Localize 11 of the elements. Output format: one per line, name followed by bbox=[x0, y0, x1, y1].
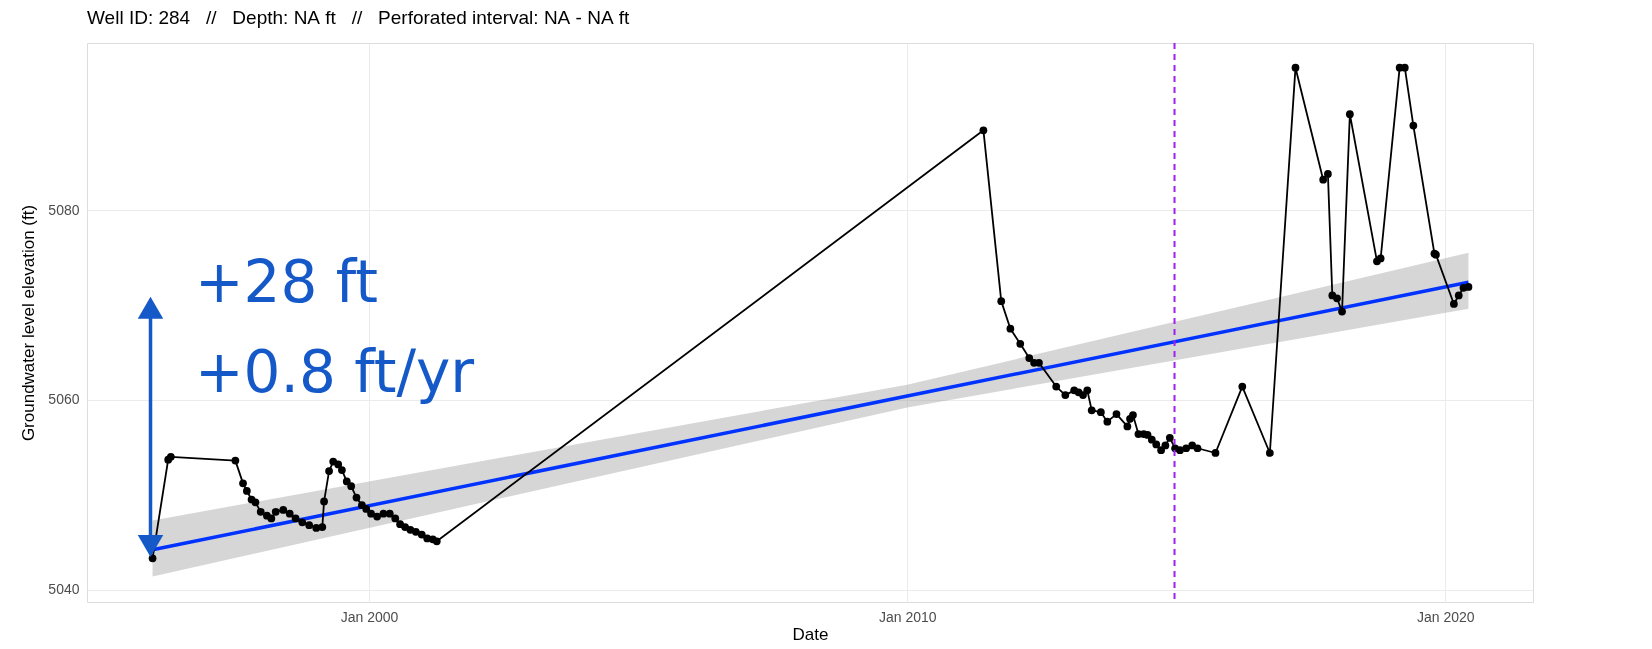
x-tick-label: Jan 2000 bbox=[340, 608, 399, 625]
annotation: +0.8 ft/yr bbox=[195, 338, 475, 406]
y-tick-label: 5060 bbox=[48, 391, 80, 408]
y-tick-label: 5080 bbox=[48, 201, 80, 218]
x-axis-title: Date bbox=[792, 624, 829, 644]
y-axis-title: Groundwater level elevation (ft) bbox=[19, 204, 39, 442]
x-tick-label: Jan 2010 bbox=[878, 608, 937, 625]
chart-title: Well ID: 284 // Depth: NA ft // Perforated interval: NA - NA ft bbox=[87, 7, 631, 28]
y-tick-label: 5040 bbox=[48, 581, 80, 598]
x-tick-label: Jan 2020 bbox=[1417, 608, 1475, 625]
annotation: +28 ft bbox=[195, 248, 378, 316]
